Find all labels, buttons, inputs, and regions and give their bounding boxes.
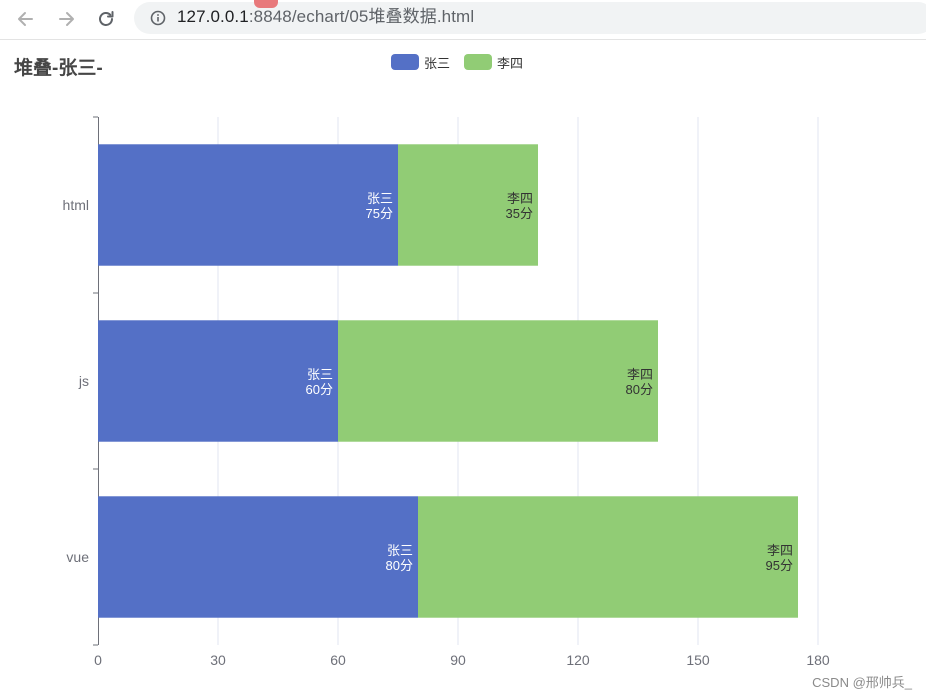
- x-tick-label: 180: [806, 652, 830, 668]
- x-tick-label: 120: [566, 652, 590, 668]
- x-tick-label: 150: [686, 652, 710, 668]
- x-tick-label: 30: [210, 652, 226, 668]
- x-tick-label: 60: [330, 652, 346, 668]
- legend-item-zhangsan[interactable]: 张三: [391, 52, 450, 72]
- info-icon[interactable]: [148, 8, 168, 28]
- watermark: CSDN @邢帅兵_: [812, 675, 912, 690]
- y-tick-label: js: [78, 373, 89, 389]
- legend-swatch-zhangsan: [391, 54, 419, 70]
- bar-label-name: 张三: [387, 543, 413, 558]
- bar-label-value: 60分: [306, 382, 333, 397]
- x-tick-label: 90: [450, 652, 466, 668]
- browser-toolbar: 127.0.0.1:8848/echart/05堆叠数据.html: [0, 0, 926, 40]
- bar: [398, 144, 538, 266]
- bar: [418, 496, 798, 618]
- bar-label-name: 张三: [367, 191, 393, 206]
- url-host: 127.0.0.1: [177, 7, 249, 26]
- reload-icon[interactable]: [92, 5, 120, 33]
- bar-label-value: 95分: [766, 558, 793, 573]
- extension-badge[interactable]: [254, 0, 278, 8]
- back-arrow-icon[interactable]: [12, 5, 40, 33]
- bar-label-name: 李四: [507, 191, 533, 206]
- bar-label-value: 75分: [366, 206, 393, 221]
- bar-label-value: 35分: [506, 206, 533, 221]
- bar: [98, 320, 338, 442]
- forward-arrow-icon[interactable]: [52, 5, 80, 33]
- bar-label-name: 张三: [307, 367, 333, 382]
- y-tick-label: vue: [66, 549, 89, 565]
- chart-title: 堆叠-张三-: [14, 58, 103, 79]
- bar-label-name: 李四: [627, 367, 653, 382]
- bar: [98, 496, 418, 618]
- bar: [98, 144, 398, 266]
- legend-swatch-lisi: [464, 54, 492, 70]
- url-text[interactable]: 127.0.0.1:8848/echart/05堆叠数据.html: [177, 7, 474, 27]
- bar-label-value: 80分: [626, 382, 653, 397]
- bar-label-name: 李四: [767, 543, 793, 558]
- y-tick-label: html: [63, 197, 89, 213]
- bar-label-value: 80分: [386, 558, 413, 573]
- url-path: :8848/echart/05堆叠数据.html: [248, 7, 475, 26]
- x-tick-label: 0: [94, 652, 102, 668]
- bar: [338, 320, 658, 442]
- legend-label-lisi: 李四: [497, 55, 524, 71]
- legend-item-lisi[interactable]: 李四: [464, 52, 523, 72]
- legend-label-zhangsan: 张三: [424, 55, 451, 71]
